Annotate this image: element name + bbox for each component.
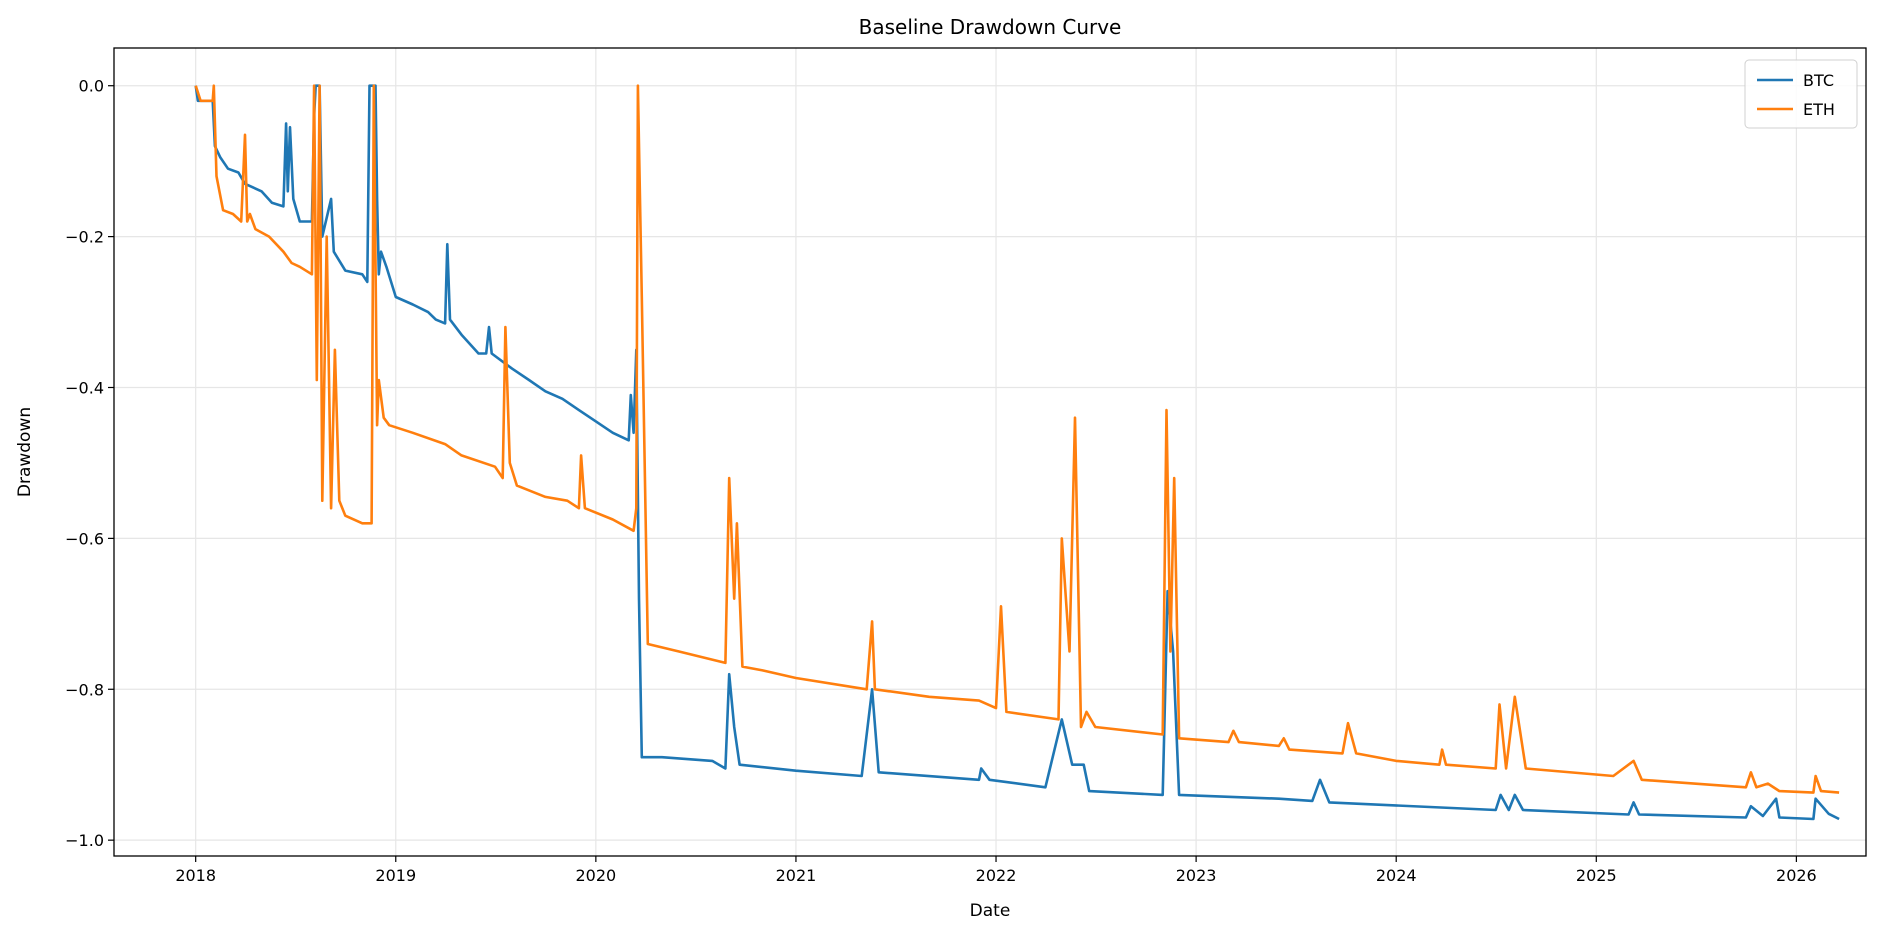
y-tick-label: −1.0 (65, 831, 104, 850)
y-axis-label: Drawdown (15, 407, 35, 497)
y-tick-label: −0.8 (65, 680, 104, 699)
series-line-btc (194, 84, 1840, 821)
legend-label: ETH (1803, 100, 1835, 119)
y-tick-label: 0.0 (79, 77, 104, 96)
x-tick-label: 2020 (575, 866, 616, 885)
grid (114, 48, 1866, 856)
x-tick-label: 2026 (1776, 866, 1817, 885)
y-axis: 0.0 −0.2 −0.4 −0.6 −0.8 −1.0 (65, 77, 114, 850)
chart-title: Baseline Drawdown Curve (859, 15, 1122, 39)
x-tick-label: 2025 (1576, 866, 1617, 885)
y-tick-label: −0.4 (65, 378, 104, 397)
legend-label: BTC (1803, 71, 1834, 90)
series-group (194, 84, 1840, 821)
x-tick-label: 2023 (1176, 866, 1217, 885)
series-line-eth (194, 84, 1840, 794)
legend: BTC ETH (1744, 59, 1858, 129)
y-tick-label: −0.2 (65, 228, 104, 247)
x-axis-label: Date (970, 901, 1011, 921)
x-axis: 2018 2019 2020 2021 2022 2023 2024 2025 2026 (175, 856, 1817, 885)
y-tick-label: −0.6 (65, 529, 104, 548)
legend-box (1744, 59, 1858, 129)
plot-frame (113, 47, 1867, 857)
x-tick-label: 2024 (1376, 866, 1417, 885)
x-tick-label: 2018 (175, 866, 216, 885)
x-tick-label: 2019 (375, 866, 416, 885)
x-tick-label: 2021 (776, 866, 817, 885)
x-tick-label: 2022 (976, 866, 1017, 885)
